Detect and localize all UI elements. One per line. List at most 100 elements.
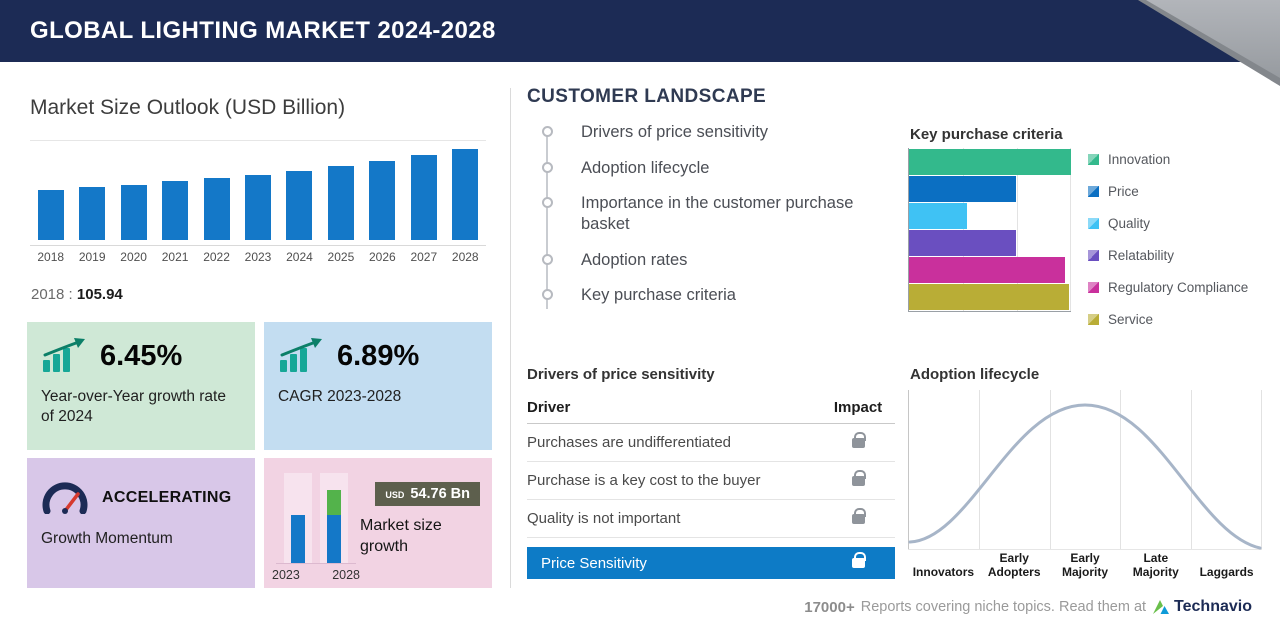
market-size-bar-2019 (79, 187, 105, 240)
legend-item-quality: Quality (1088, 216, 1248, 231)
stage-laggards: Laggards (1191, 565, 1262, 579)
badge-amount: 54.76 Bn (410, 486, 470, 502)
year-label: 2024 (279, 250, 320, 264)
market-size-bar-2024 (286, 171, 312, 240)
market-size-bar-2021 (162, 181, 188, 240)
market-size-outlook-title: Market Size Outlook (USD Billion) (30, 96, 345, 120)
market-size-bar-column (279, 149, 320, 240)
year-label: 2021 (154, 250, 195, 264)
market-size-bar-column (237, 149, 278, 240)
lock-icon (852, 514, 865, 524)
base-year-label: 2018 (31, 286, 64, 303)
legend-label: Service (1108, 312, 1153, 327)
growth-momentum-card: ACCELERATING Growth Momentum (27, 458, 255, 588)
market-growth-mini-chart (276, 466, 356, 564)
yoy-growth-value: 6.45% (100, 340, 182, 373)
bar-chart-growth-icon (41, 338, 87, 374)
footer-text: Reports covering niche topics. Read them… (861, 599, 1146, 615)
legend-swatch-icon (1088, 250, 1099, 261)
speedometer-icon (41, 482, 89, 514)
customer-landscape-title: CUSTOMER LANDSCAPE (527, 86, 766, 108)
cagr-value: 6.89% (337, 340, 419, 373)
infographic-canvas: GLOBAL LIGHTING MARKET 2024-2028 Market … (0, 0, 1280, 624)
section-divider (510, 88, 511, 588)
landscape-item: Importance in the customer purchase bask… (546, 193, 868, 234)
market-size-bar-2025 (328, 166, 354, 240)
market-size-bar-2023 (245, 175, 271, 240)
market-size-bar-2027 (411, 155, 437, 240)
base-year-value: 2018 : 105.94 (31, 286, 123, 303)
market-size-bar-column (154, 149, 195, 240)
lock-icon (852, 558, 865, 568)
legend-label: Innovation (1108, 152, 1170, 167)
market-size-bar-column (196, 149, 237, 240)
year-label: 2026 (362, 250, 403, 264)
year-label: 2019 (71, 250, 112, 264)
mini-stacked-bar (327, 490, 341, 563)
lock-icon (852, 476, 865, 486)
legend-item-relatability: Relatability (1088, 248, 1248, 263)
market-size-year-labels: 2018201920202021202220232024202520262027… (30, 245, 486, 264)
legend-item-price: Price (1088, 184, 1248, 199)
mini-chart-years: 2023 2028 (272, 568, 360, 582)
landscape-item: Key purchase criteria (546, 285, 868, 306)
kpc-bars (909, 148, 1071, 310)
table-row: Purchases are undifferentiated (527, 424, 895, 462)
market-size-bar-column (113, 149, 154, 240)
momentum-value: ACCELERATING (102, 489, 232, 507)
market-size-bar-column (30, 149, 71, 240)
mini-growth-segment (327, 490, 341, 515)
adoption-lifecycle-title: Adoption lifecycle (910, 366, 1039, 383)
adoption-stage-labels: Innovators Early Adopters Early Majority… (908, 551, 1262, 580)
legend-item-innovation: Innovation (1088, 152, 1248, 167)
adoption-lifecycle-chart (908, 390, 1262, 550)
legend-swatch-icon (1088, 282, 1099, 293)
column-header-driver: Driver (527, 399, 570, 416)
market-size-bar-column (403, 149, 444, 240)
bar-chart-growth-icon (278, 338, 324, 374)
yoy-growth-card: 6.45% Year-over-Year growth rate of 2024 (27, 322, 255, 450)
mini-base-segment (327, 515, 341, 563)
badge-currency: USD (385, 490, 404, 500)
mini-year-start: 2023 (272, 568, 300, 582)
driver-cell: Purchase is a key cost to the buyer (527, 472, 760, 489)
cagr-card: 6.89% CAGR 2023-2028 (264, 322, 492, 450)
year-label: 2028 (445, 250, 486, 264)
driver-cell: Purchases are undifferentiated (527, 434, 731, 451)
year-label: 2023 (237, 250, 278, 264)
mini-bar-2023 (284, 466, 312, 563)
mini-bar-2028 (320, 466, 348, 563)
market-size-chart: 2018201920202021202220232024202520262027… (30, 140, 486, 264)
year-label: 2025 (320, 250, 361, 264)
legend-swatch-icon (1088, 154, 1099, 165)
stage-late-majority: Late Majority (1120, 551, 1191, 580)
report-count: 17000+ (804, 599, 854, 616)
legend-swatch-icon (1088, 218, 1099, 229)
kpc-bar-service (909, 284, 1069, 310)
mini-bar (291, 515, 305, 563)
technavio-logo-icon (1152, 599, 1170, 615)
technavio-logo[interactable]: Technavio (1152, 598, 1252, 616)
kpc-bar-relatability (909, 230, 1016, 256)
cagr-label: CAGR 2023-2028 (264, 374, 492, 407)
year-label: 2027 (403, 250, 444, 264)
year-label: 2018 (30, 250, 71, 264)
key-purchase-criteria-title: Key purchase criteria (910, 126, 1063, 143)
legend-label: Relatability (1108, 248, 1174, 263)
driver-cell: Quality is not important (527, 510, 680, 527)
market-size-bar-2020 (121, 185, 147, 241)
column-header-impact: Impact (821, 399, 895, 416)
kpc-bar-quality (909, 203, 967, 229)
landscape-item: Adoption lifecycle (546, 158, 868, 179)
market-size-bar-2026 (369, 161, 395, 240)
table-header-row: Driver Impact (527, 392, 895, 424)
header-bar: GLOBAL LIGHTING MARKET 2024-2028 (0, 0, 1280, 62)
mini-year-end: 2028 (332, 568, 360, 582)
price-sensitivity-title: Drivers of price sensitivity (527, 366, 715, 383)
stage-early-majority: Early Majority (1050, 551, 1121, 580)
market-size-bar-2028 (452, 149, 478, 240)
legend-item-service: Service (1088, 312, 1248, 327)
table-row: Quality is not important (527, 500, 895, 538)
market-size-bar-2022 (204, 178, 230, 240)
legend-swatch-icon (1088, 314, 1099, 325)
